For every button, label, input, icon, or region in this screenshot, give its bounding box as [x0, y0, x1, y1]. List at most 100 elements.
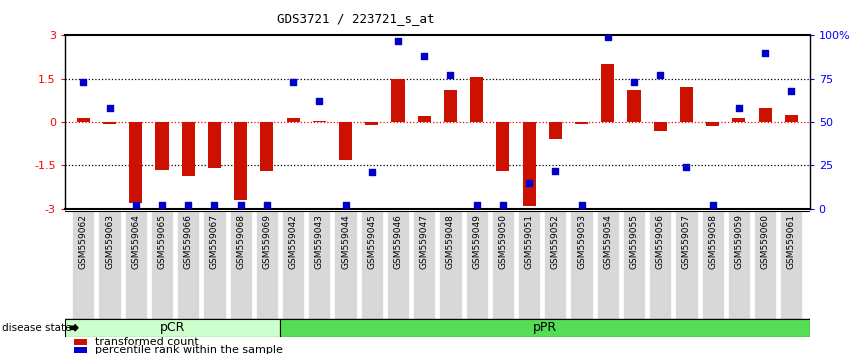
- Point: [76, 79, 90, 85]
- Text: GSM559067: GSM559067: [210, 214, 219, 269]
- Point: [548, 168, 562, 173]
- Bar: [675, 211, 698, 319]
- Point: [234, 202, 248, 208]
- Text: pCR: pCR: [160, 321, 185, 334]
- Bar: [391, 79, 404, 122]
- Bar: [544, 211, 566, 319]
- Bar: [470, 77, 483, 122]
- Bar: [417, 116, 430, 122]
- Point: [129, 202, 143, 208]
- Point: [260, 202, 274, 208]
- Bar: [99, 211, 120, 319]
- Text: GSM559057: GSM559057: [682, 214, 691, 269]
- Bar: [654, 122, 667, 131]
- Point: [102, 105, 116, 111]
- Bar: [785, 115, 798, 122]
- Point: [785, 88, 798, 94]
- Bar: [103, 122, 116, 124]
- Text: GSM559042: GSM559042: [288, 214, 298, 269]
- Text: percentile rank within the sample: percentile rank within the sample: [95, 344, 283, 354]
- Bar: [280, 319, 810, 337]
- Text: GDS3721 / 223721_s_at: GDS3721 / 223721_s_at: [277, 12, 435, 25]
- Text: GSM559043: GSM559043: [315, 214, 324, 269]
- Bar: [518, 211, 540, 319]
- Point: [313, 98, 326, 104]
- Point: [496, 202, 510, 208]
- Bar: [733, 118, 746, 122]
- Point: [653, 73, 667, 78]
- Text: GSM559047: GSM559047: [420, 214, 429, 269]
- Point: [732, 105, 746, 111]
- Bar: [208, 122, 221, 169]
- Point: [522, 180, 536, 185]
- Text: GSM559053: GSM559053: [577, 214, 586, 269]
- Bar: [151, 211, 173, 319]
- Bar: [365, 122, 378, 125]
- Text: GSM559068: GSM559068: [236, 214, 245, 269]
- Text: GSM559052: GSM559052: [551, 214, 559, 269]
- Point: [286, 79, 300, 85]
- Bar: [413, 211, 436, 319]
- Text: GSM559065: GSM559065: [158, 214, 166, 269]
- Point: [627, 79, 641, 85]
- Bar: [72, 211, 94, 319]
- Point: [469, 202, 483, 208]
- Bar: [77, 118, 90, 122]
- Bar: [182, 122, 195, 176]
- Text: GSM559058: GSM559058: [708, 214, 717, 269]
- Bar: [780, 211, 803, 319]
- Bar: [444, 90, 457, 122]
- Point: [759, 50, 772, 56]
- Point: [443, 73, 457, 78]
- Text: GSM559064: GSM559064: [132, 214, 140, 269]
- Text: GSM559051: GSM559051: [525, 214, 533, 269]
- Text: GSM559069: GSM559069: [262, 214, 271, 269]
- Text: GSM559049: GSM559049: [472, 214, 481, 269]
- Bar: [308, 211, 331, 319]
- Bar: [334, 211, 357, 319]
- Text: GSM559066: GSM559066: [184, 214, 193, 269]
- Bar: [439, 211, 462, 319]
- Bar: [628, 90, 641, 122]
- Point: [155, 202, 169, 208]
- Text: GSM559062: GSM559062: [79, 214, 87, 269]
- Text: GSM559060: GSM559060: [760, 214, 770, 269]
- Bar: [313, 121, 326, 122]
- Text: GSM559044: GSM559044: [341, 214, 350, 269]
- Text: GSM559061: GSM559061: [787, 214, 796, 269]
- Bar: [571, 211, 592, 319]
- Point: [417, 53, 431, 59]
- Bar: [575, 122, 588, 124]
- Bar: [234, 122, 247, 200]
- Text: GSM559056: GSM559056: [656, 214, 665, 269]
- Text: disease state: disease state: [2, 323, 71, 333]
- Bar: [496, 122, 509, 171]
- Bar: [65, 319, 280, 337]
- Point: [601, 34, 615, 40]
- Point: [181, 202, 195, 208]
- Bar: [549, 122, 562, 139]
- Bar: [387, 211, 409, 319]
- Bar: [155, 122, 169, 170]
- Bar: [287, 118, 300, 122]
- Bar: [680, 87, 693, 122]
- Text: GSM559055: GSM559055: [630, 214, 638, 269]
- Bar: [759, 108, 772, 122]
- FancyArrow shape: [70, 325, 78, 331]
- Point: [680, 164, 694, 170]
- Bar: [129, 122, 142, 203]
- Bar: [282, 211, 304, 319]
- Text: GSM559059: GSM559059: [734, 214, 743, 269]
- Point: [575, 202, 589, 208]
- Text: transformed count: transformed count: [95, 337, 199, 347]
- Bar: [601, 64, 614, 122]
- Bar: [522, 122, 536, 206]
- Bar: [360, 211, 383, 319]
- Bar: [261, 122, 274, 171]
- Point: [208, 202, 222, 208]
- Bar: [623, 211, 645, 319]
- Text: GSM559054: GSM559054: [604, 214, 612, 269]
- Text: GSM559045: GSM559045: [367, 214, 376, 269]
- Bar: [229, 211, 252, 319]
- Text: GSM559046: GSM559046: [393, 214, 403, 269]
